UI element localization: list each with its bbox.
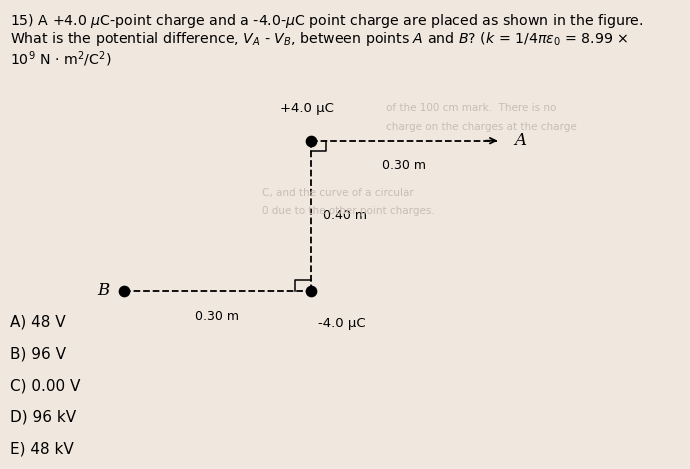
Text: +4.0 μC: +4.0 μC: [280, 102, 334, 115]
Text: B: B: [97, 282, 109, 299]
Text: 0.40 m: 0.40 m: [323, 209, 367, 222]
Text: 15) A +4.0 $\mu$C-point charge and a -4.0-$\mu$C point charge are placed as show: 15) A +4.0 $\mu$C-point charge and a -4.…: [10, 12, 644, 30]
Text: 0.30 m: 0.30 m: [195, 310, 239, 323]
Text: B) 96 V: B) 96 V: [10, 346, 66, 361]
Text: D) 96 kV: D) 96 kV: [10, 410, 77, 425]
Text: charge on the charges at the charge: charge on the charges at the charge: [386, 122, 577, 132]
Text: -4.0 μC: -4.0 μC: [317, 317, 366, 330]
Text: C) 0.00 V: C) 0.00 V: [10, 378, 81, 393]
Point: [119, 287, 130, 295]
Text: 0 due to the other point charges.: 0 due to the other point charges.: [262, 206, 435, 216]
Text: 10$^9$ N $\cdot$ m$^2$/C$^2$): 10$^9$ N $\cdot$ m$^2$/C$^2$): [10, 49, 112, 69]
Text: A: A: [514, 132, 526, 149]
Point: [305, 137, 316, 144]
Text: C, and the curve of a circular: C, and the curve of a circular: [262, 188, 414, 197]
Text: What is the potential difference, $V_A$ - $V_B$, between points $A$ and $B$? ($k: What is the potential difference, $V_A$ …: [10, 30, 629, 48]
Text: of the 100 cm mark.  There is no: of the 100 cm mark. There is no: [386, 103, 557, 113]
Point: [305, 287, 316, 295]
Text: E) 48 kV: E) 48 kV: [10, 442, 74, 457]
Text: A) 48 V: A) 48 V: [10, 314, 66, 329]
Text: 0.30 m: 0.30 m: [382, 159, 426, 173]
